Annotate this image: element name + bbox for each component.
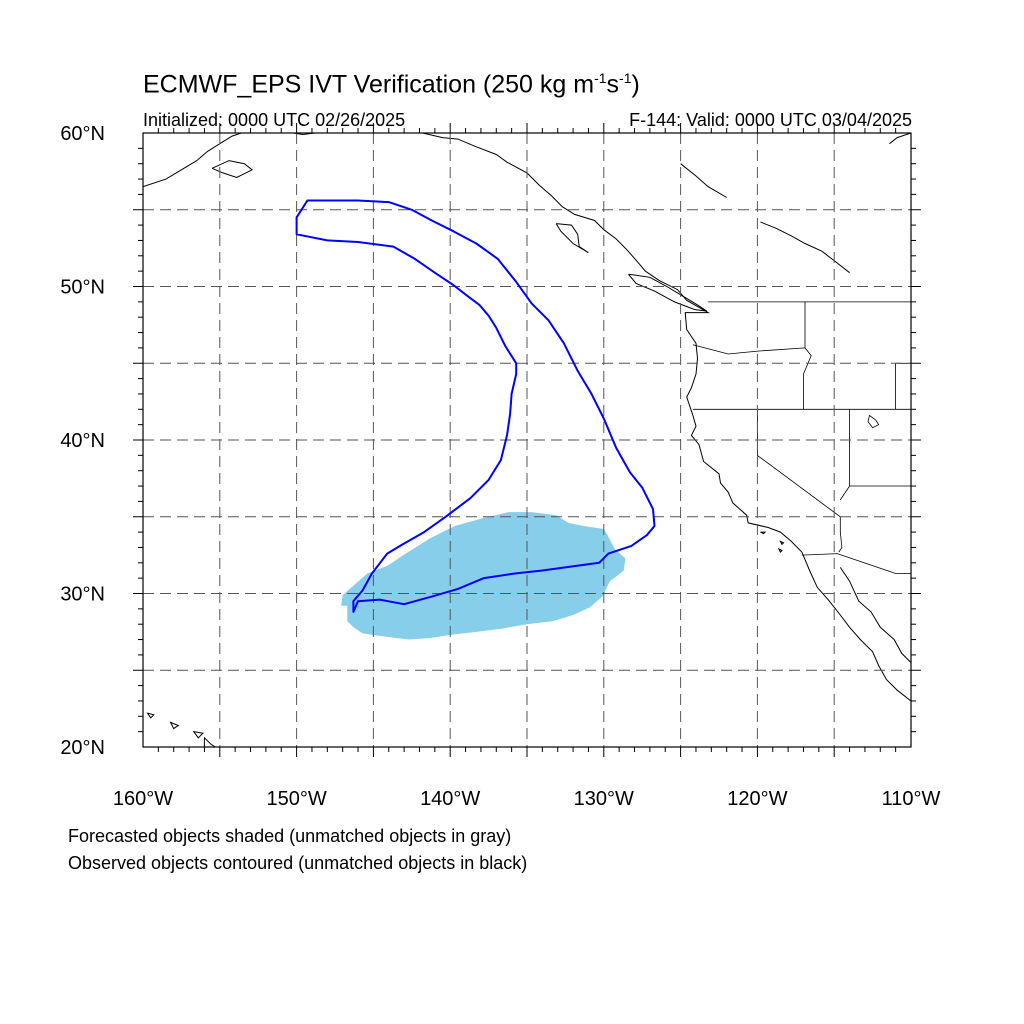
- island: [169, 721, 180, 730]
- lat-label: 20°N: [60, 737, 105, 759]
- forecast-ivt-object: [341, 512, 626, 640]
- island: [760, 531, 767, 535]
- coastline: [680, 163, 727, 198]
- geography-layer: [143, 133, 911, 747]
- border-line: [839, 409, 850, 501]
- coastline: [628, 273, 707, 312]
- border-line: [801, 553, 911, 574]
- observed-ivt-contour: [295, 199, 656, 613]
- lat-label: 60°N: [60, 123, 105, 145]
- island: [779, 540, 785, 546]
- coastline: [143, 133, 242, 188]
- lon-label: 160°W: [113, 788, 173, 810]
- lon-label: 140°W: [420, 788, 480, 810]
- coastline: [211, 160, 254, 179]
- border-line: [803, 301, 812, 410]
- island: [192, 730, 204, 739]
- lon-label: 130°W: [574, 788, 634, 810]
- axis-labels: 60°N 50°N 40°N 30°N 20°N 160°W 150°W 140°W 130°W…: [60, 123, 940, 810]
- observed-objects-layer: [295, 199, 656, 613]
- axis-ticks: [133, 123, 921, 757]
- coastline: [422, 133, 911, 702]
- island: [146, 712, 155, 719]
- lat-label: 50°N: [60, 277, 105, 299]
- forecast-caption: Forecasted objects shaded (unmatched obj…: [68, 826, 512, 846]
- border-line: [757, 409, 841, 518]
- coastline: [760, 221, 850, 274]
- border-line: [838, 516, 843, 553]
- border-line: [692, 344, 806, 355]
- coastline: [839, 567, 911, 663]
- lake: [867, 414, 880, 429]
- coastline: [555, 223, 589, 254]
- observed-caption: Observed objects contoured (unmatched ob…: [68, 853, 528, 873]
- forecast-objects-layer: [341, 512, 626, 640]
- init-time-label: Initialized: 0000 UTC 02/26/2025: [143, 110, 406, 130]
- graticule-layer: [143, 133, 911, 747]
- lon-label: 120°W: [727, 788, 787, 810]
- island: [203, 736, 217, 747]
- island: [777, 547, 783, 553]
- map-title: ECMWF_EPS IVT Verification (250 kg m-1s-…: [143, 70, 640, 99]
- lon-label: 150°W: [266, 788, 326, 810]
- lat-label: 30°N: [60, 584, 105, 606]
- lon-label: 110°W: [882, 788, 941, 810]
- valid-time-label: F-144: Valid: 0000 UTC 03/04/2025: [629, 110, 912, 130]
- lat-label: 40°N: [60, 430, 105, 452]
- coastline: [889, 133, 911, 145]
